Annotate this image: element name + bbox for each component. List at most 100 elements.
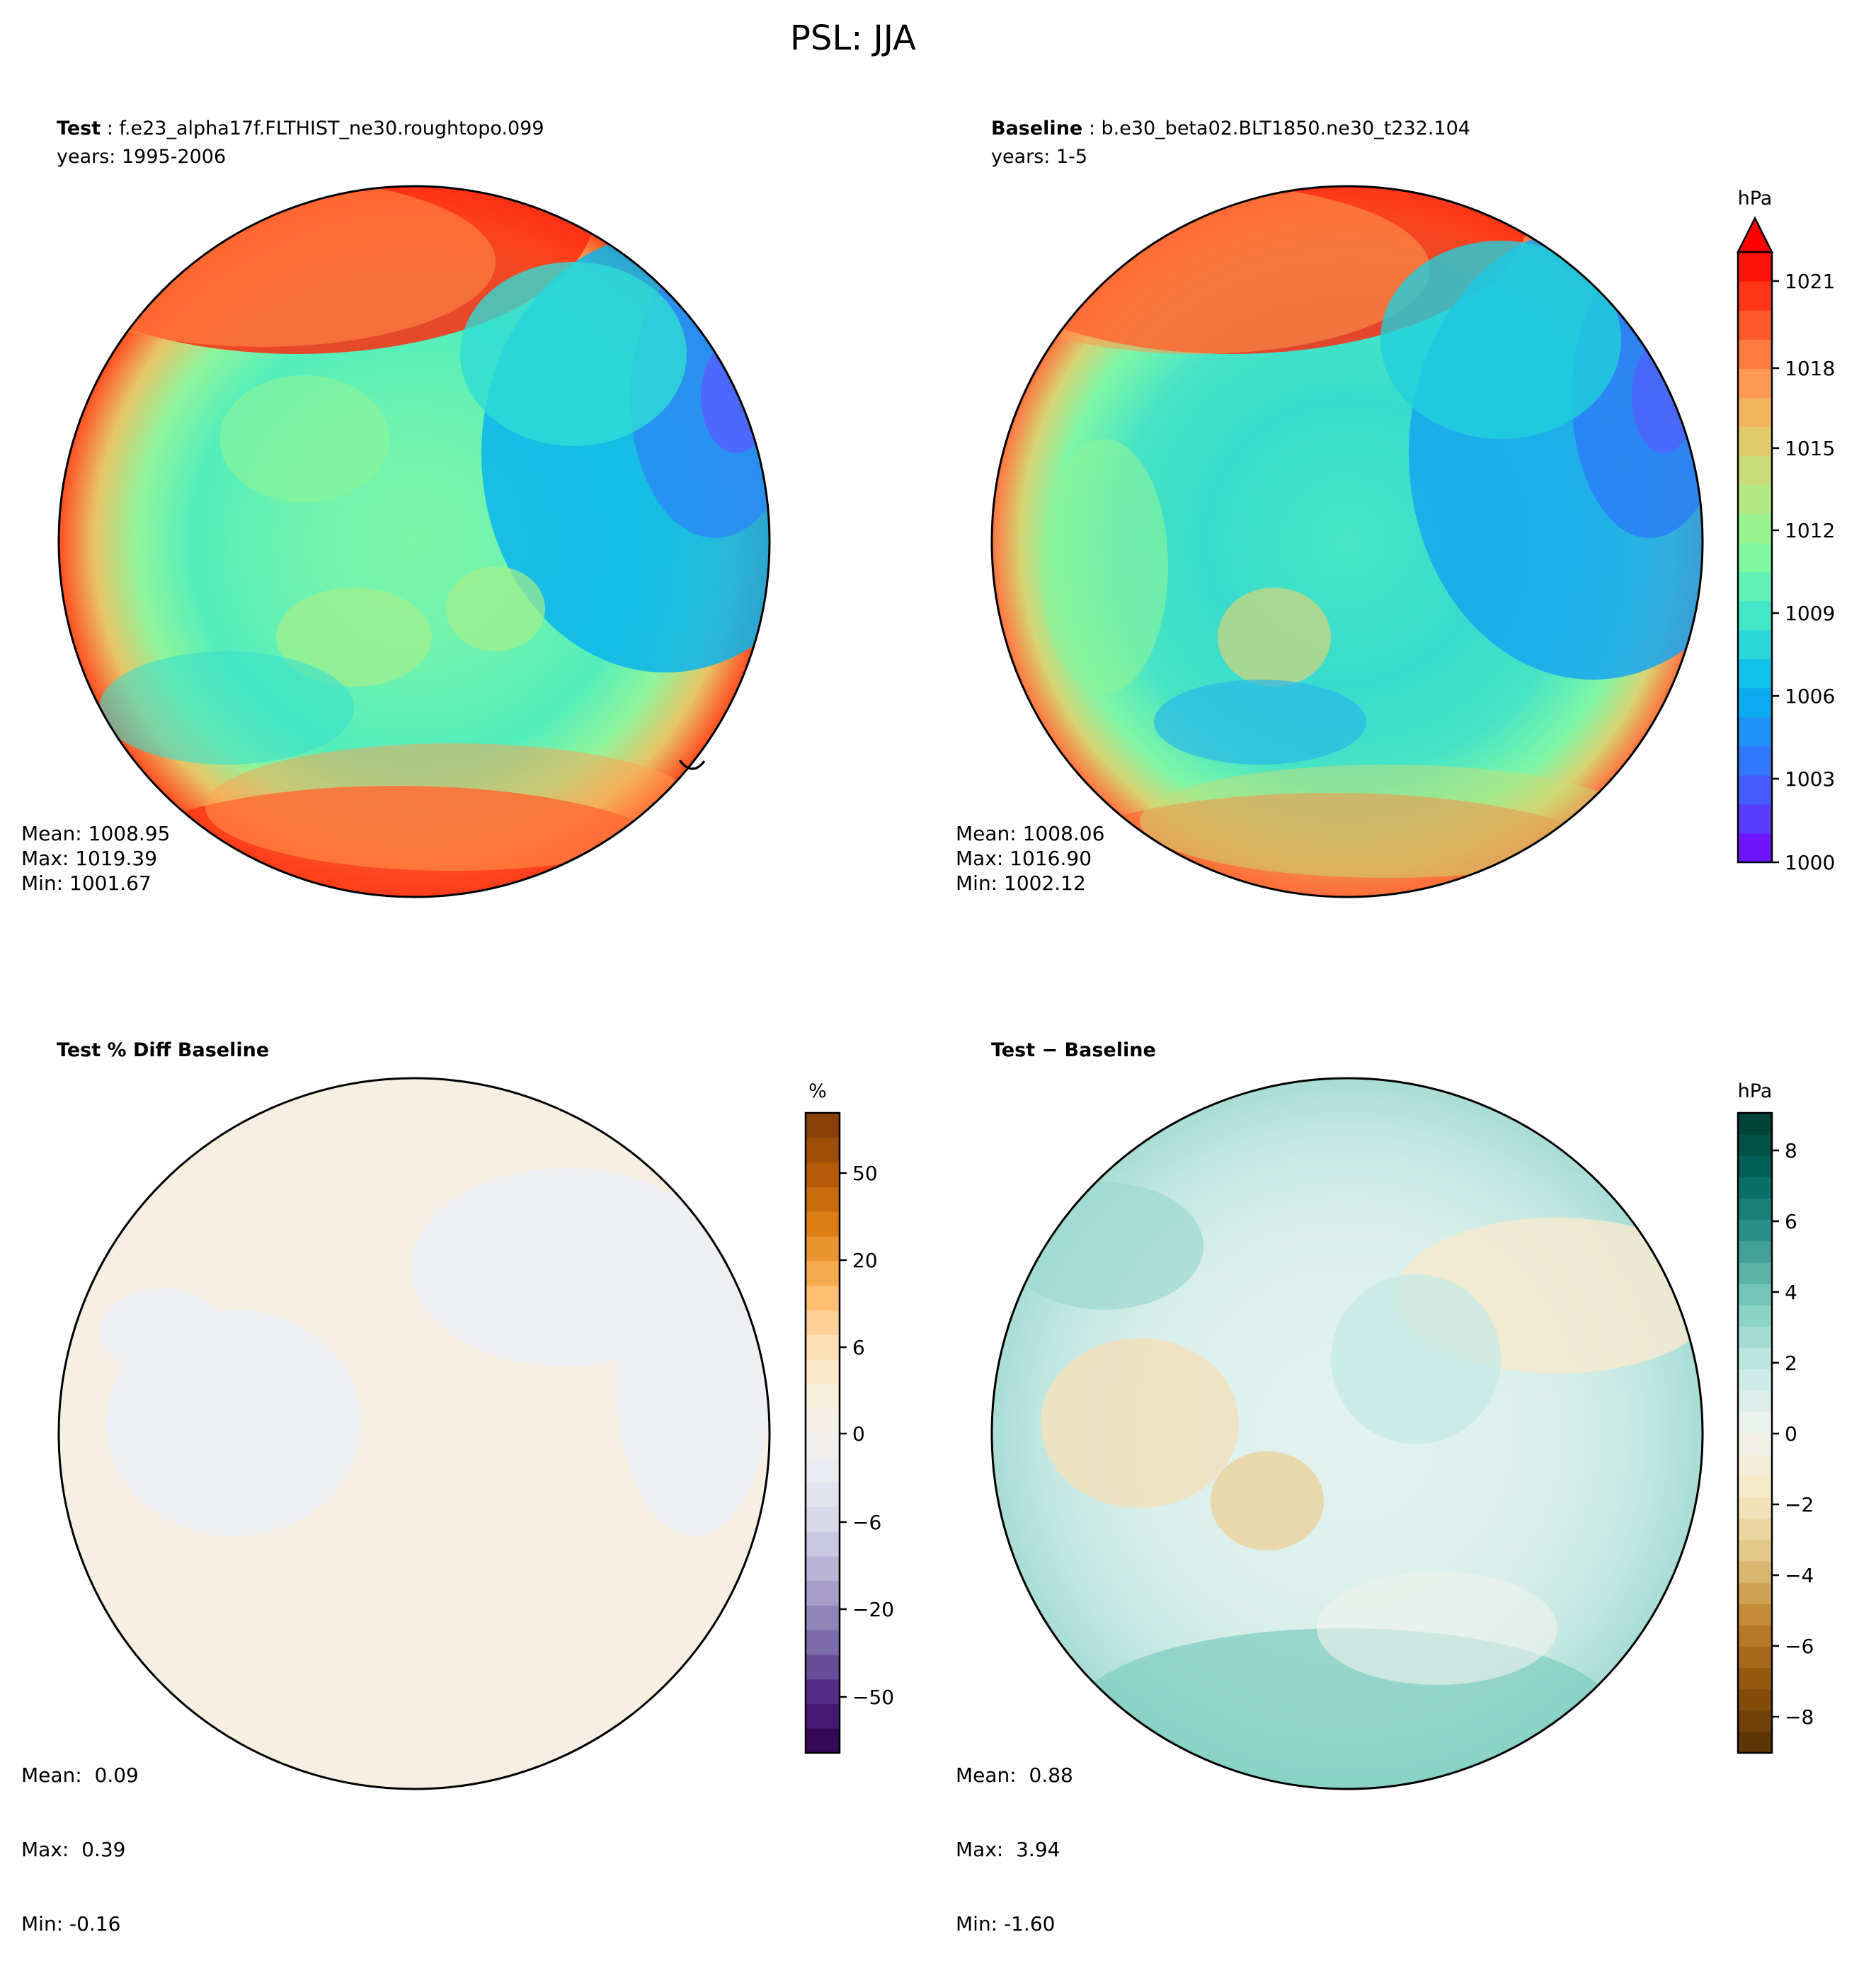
panel-title-pctdiff-label: Test % Diff Baseline xyxy=(57,1039,270,1061)
colorbar-band xyxy=(806,1260,840,1286)
colorbar-psl-frame xyxy=(1737,251,1773,864)
stats-mean: Mean: 0.09 xyxy=(21,1763,139,1787)
colorbar-psl-bands xyxy=(1738,252,1772,863)
colorbar-band xyxy=(1738,1113,1772,1135)
stats-mean: Mean: 1008.95 xyxy=(21,822,171,845)
colorbar-band xyxy=(806,1433,840,1458)
colorbar-band xyxy=(1738,658,1772,689)
figure-title: PSL: JJA xyxy=(790,18,916,58)
colorbar-band xyxy=(806,1555,840,1582)
colorbar-band xyxy=(1738,716,1772,747)
colorbar-band xyxy=(806,1605,840,1630)
colorbar-band xyxy=(806,1235,840,1262)
colorbar-band xyxy=(806,1383,840,1409)
map-test xyxy=(57,185,771,898)
colorbar-band xyxy=(1738,1454,1772,1476)
colorbar-abs-ticks: 8 6 4 2 0 −2 −4 −6 −8 xyxy=(1772,1139,1814,1729)
colorbar-psl-ticks: 1021 1018 1015 1012 1009 1006 1003 1000 xyxy=(1772,270,1835,874)
colorbar-tick-label: −6 xyxy=(852,1511,881,1534)
colorbar-band xyxy=(806,1630,840,1655)
colorbar-band xyxy=(1738,397,1772,427)
colorbar-band xyxy=(1738,1667,1772,1690)
colorbar-band xyxy=(806,1408,840,1434)
colorbar-band xyxy=(1738,804,1772,834)
colorbar-band xyxy=(806,1580,840,1606)
colorbar-band xyxy=(1738,571,1772,602)
colorbar-band xyxy=(806,1285,840,1310)
colorbar-band xyxy=(806,1728,840,1754)
colorbar-band xyxy=(1738,774,1772,805)
stats-min: Min: -0.16 xyxy=(21,1912,121,1936)
map-baseline xyxy=(990,185,1704,898)
colorbar-tick-label: 0 xyxy=(852,1422,865,1446)
colorbar-band xyxy=(1738,687,1772,718)
colorbar-tick-label: 2 xyxy=(1785,1351,1797,1375)
panel-title-diff: Test − Baseline xyxy=(991,1039,1156,1061)
stats-baseline: Mean: 1008.06 Max: 1016.90 Min: 1002.12 xyxy=(956,821,1104,896)
colorbar-band xyxy=(806,1507,840,1532)
colorbar-band xyxy=(1738,745,1772,776)
colorbar-band xyxy=(1738,1198,1772,1220)
colorbar-tick-label: 1000 xyxy=(1785,851,1835,874)
colorbar-band xyxy=(806,1457,840,1483)
colorbar-band xyxy=(1738,484,1772,515)
map-diff xyxy=(990,1077,1704,1790)
colorbar-tick-label: 1003 xyxy=(1785,767,1835,791)
panel-title-baseline-case: : b.e30_beta02.BLT1850.ne30_t232.104 xyxy=(1082,118,1470,139)
colorbar-tick-label: −8 xyxy=(1785,1705,1814,1729)
colorbar-band xyxy=(806,1187,840,1212)
colorbar-tick-label: 4 xyxy=(1785,1281,1797,1304)
colorbar-psl-extend-arrow xyxy=(1736,216,1774,253)
colorbar-tick-label: 0 xyxy=(1785,1422,1797,1446)
colorbar-band xyxy=(1738,368,1772,398)
colorbar-band xyxy=(1738,1219,1772,1242)
colorbar-band xyxy=(1738,1433,1772,1455)
colorbar-band xyxy=(1738,1177,1772,1199)
stats-mean: Mean: 0.88 xyxy=(956,1763,1073,1787)
panel-years-baseline: years: 1-5 xyxy=(991,146,1088,168)
colorbar-band xyxy=(1738,281,1772,311)
stats-max: Max: 3.94 xyxy=(956,1838,1060,1861)
stats-max: Max: 1019.39 xyxy=(21,847,158,870)
colorbar-band xyxy=(1738,1240,1772,1263)
colorbar-band xyxy=(1738,1603,1772,1625)
colorbar-band xyxy=(1738,1518,1772,1540)
colorbar-band xyxy=(1738,600,1772,631)
colorbar-band xyxy=(1738,1347,1772,1370)
colorbar-tick-label: −2 xyxy=(1785,1493,1814,1516)
colorbar-band xyxy=(806,1482,840,1507)
stats-min: Min: 1002.12 xyxy=(956,871,1086,895)
colorbar-band xyxy=(1738,542,1772,573)
panel-title-baseline-label: Baseline xyxy=(991,118,1083,139)
colorbar-psl-unit: hPa xyxy=(1738,188,1773,210)
colorbar-band xyxy=(1738,1539,1772,1562)
colorbar-band xyxy=(1738,1688,1772,1711)
colorbar-band xyxy=(1738,310,1772,340)
colorbar-tick-label: 1012 xyxy=(1785,519,1835,542)
colorbar-band xyxy=(806,1113,840,1138)
colorbar-band xyxy=(1738,1155,1772,1177)
stats-min: Min: -1.60 xyxy=(956,1912,1056,1936)
colorbar-band xyxy=(806,1531,840,1557)
colorbar-band xyxy=(1738,252,1772,282)
colorbar-band xyxy=(806,1137,840,1163)
colorbar-tick-label: −20 xyxy=(852,1598,894,1621)
colorbar-tick-label: 6 xyxy=(1785,1210,1797,1233)
panel-title-test-case: : f.e23_alpha17f.FLTHIST_ne30.roughtopo.… xyxy=(101,118,544,139)
colorbar-band xyxy=(806,1211,840,1237)
colorbar-band xyxy=(1738,1560,1772,1583)
colorbar-band xyxy=(1738,1390,1772,1412)
colorbar-band xyxy=(1738,339,1772,369)
colorbar-band xyxy=(1738,513,1772,544)
colorbar-band xyxy=(806,1310,840,1335)
colorbar-tick-label: −4 xyxy=(1785,1564,1814,1587)
stats-min: Min: 1001.67 xyxy=(21,871,151,895)
colorbar-psl: hPa 1021 1018 1015 1012 1009 1006 1003 1000 xyxy=(1736,188,1835,874)
panel-title-test: Test : f.e23_alpha17f.FLTHIST_ne30.rough… xyxy=(57,118,544,139)
colorbar-tick-label: 1009 xyxy=(1785,602,1835,625)
colorbar-band xyxy=(806,1334,840,1360)
colorbar-tick-label: 50 xyxy=(852,1162,878,1185)
panel-years-test: years: 1995-2006 xyxy=(57,146,227,168)
colorbar-band xyxy=(1738,1368,1772,1391)
colorbar-band xyxy=(1738,455,1772,485)
